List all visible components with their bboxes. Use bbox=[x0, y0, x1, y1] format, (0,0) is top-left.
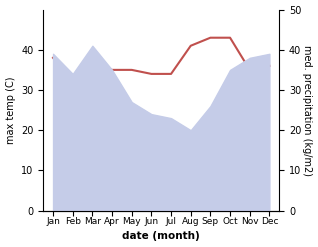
Y-axis label: med. precipitation (kg/m2): med. precipitation (kg/m2) bbox=[302, 45, 313, 176]
X-axis label: date (month): date (month) bbox=[122, 231, 200, 242]
Y-axis label: max temp (C): max temp (C) bbox=[5, 76, 16, 144]
